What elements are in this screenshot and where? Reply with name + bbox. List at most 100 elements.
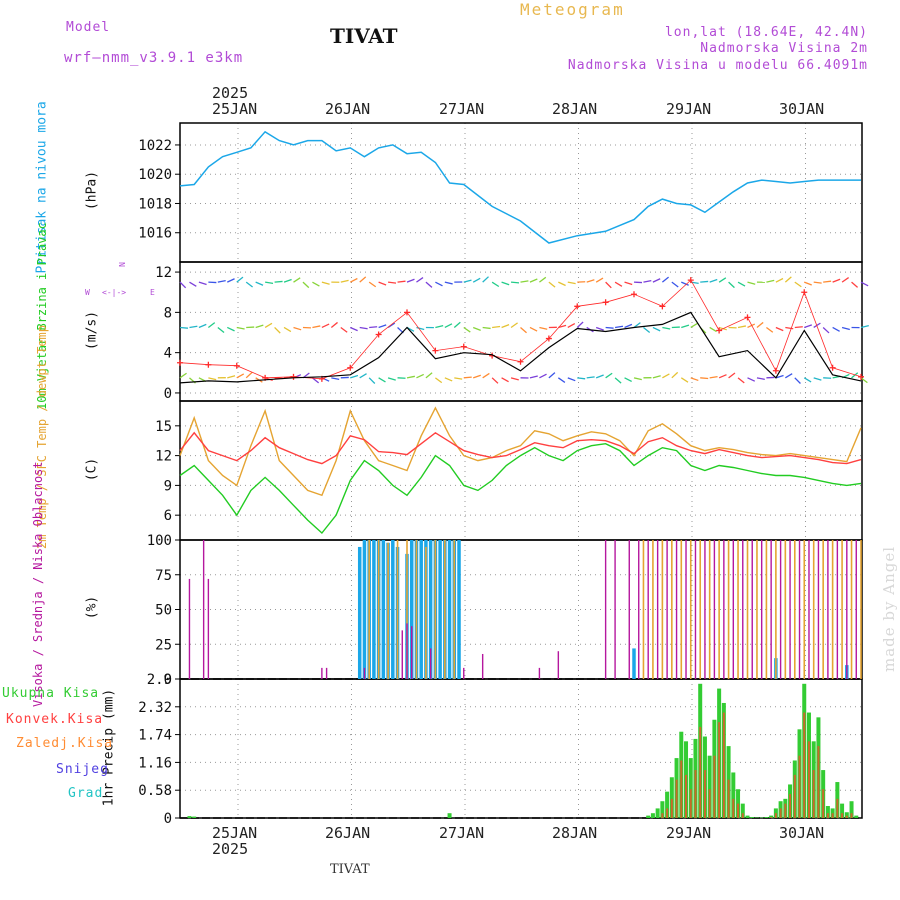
wind-barb — [331, 377, 340, 380]
y-tick-label: 75 — [155, 568, 172, 584]
precip-convective-bar — [694, 770, 697, 818]
wind-barb — [387, 377, 396, 381]
y-tick-label: 2.9 — [147, 672, 172, 688]
wind-barb — [388, 281, 397, 284]
wind-barb — [302, 281, 310, 289]
cloud-low-bar — [808, 540, 810, 679]
cloud-mid-bar — [822, 540, 824, 679]
wind-barb — [775, 326, 784, 332]
wind-barb — [643, 326, 651, 334]
gust-marker — [858, 373, 864, 380]
cloud-low-bar — [481, 653, 484, 679]
legend-snow: Snijeg — [56, 762, 109, 777]
footer-station: TIVAT — [330, 862, 370, 877]
precip-total-bar — [669, 777, 674, 818]
wind-barb — [227, 375, 236, 379]
wind-barb — [501, 281, 510, 286]
cloud-low-bar — [836, 540, 839, 679]
wind-barb — [179, 281, 187, 289]
y-tick-label: 50 — [155, 603, 172, 619]
precip-total-bar — [731, 772, 736, 818]
wind-barb — [756, 377, 765, 380]
precip-convective-bar — [703, 770, 706, 818]
y-tick-label: 1016 — [138, 226, 172, 242]
precip-convective-bar — [718, 722, 721, 818]
wind-barb — [633, 377, 642, 381]
wind-barb — [520, 280, 529, 283]
wind-barb — [756, 321, 764, 328]
cloud-low-bar — [325, 667, 328, 679]
wind-barb — [321, 281, 330, 285]
cloud-high-bar — [409, 540, 414, 679]
wind-barb — [217, 279, 226, 283]
cloud-low-bar — [202, 540, 205, 679]
wind-barb — [576, 321, 584, 328]
wind-barb — [737, 281, 746, 287]
cloud-mid-bar — [671, 540, 673, 679]
wind-barb — [614, 325, 624, 329]
cloud-low-bar — [638, 540, 640, 679]
cloud-low-bar — [401, 630, 403, 679]
wind-barb — [293, 326, 302, 331]
meteogram-label: Meteogram — [520, 0, 625, 19]
wind-barb — [567, 281, 576, 285]
wind-barb — [775, 374, 784, 379]
wind-barb — [416, 277, 424, 283]
wind-barb — [463, 376, 472, 379]
precip-total-bar — [825, 806, 830, 818]
wind-barb — [236, 373, 245, 379]
wind-barb — [784, 373, 793, 379]
wind-barb — [217, 326, 225, 334]
wind-barb — [662, 326, 671, 330]
cloud-mid-bar — [718, 540, 720, 679]
cloud-low-bar — [538, 667, 541, 679]
wind-barb — [595, 277, 604, 283]
wind-barb — [860, 281, 869, 287]
temp2m-line — [179, 431, 862, 465]
wind-barb — [671, 281, 679, 288]
panel-frame — [179, 122, 863, 263]
wind-barb — [330, 321, 338, 328]
precip-convective-bar — [793, 774, 796, 818]
cloud-low-bar — [463, 667, 465, 679]
sfc-temp-line — [179, 406, 862, 497]
wind-barb — [804, 324, 813, 329]
wind-barb — [605, 326, 614, 329]
precip-total-bar — [764, 817, 769, 818]
cloud-low-bar — [628, 540, 630, 679]
wind-barb — [775, 277, 784, 283]
cloud-mid-bar — [406, 540, 408, 679]
legend-hail: Grad — [68, 786, 104, 801]
wind-barb — [255, 324, 264, 329]
panel-frame — [179, 678, 863, 819]
wind-barb — [841, 277, 850, 283]
precip-total-bar — [745, 815, 750, 818]
wind-barb — [652, 278, 661, 283]
cloud-low-bar — [827, 540, 829, 679]
precip-convective-bar — [737, 803, 740, 818]
wind-barb — [179, 326, 189, 329]
precip-total-bar — [187, 816, 192, 818]
bottom-day-label: 26JAN — [325, 824, 371, 842]
wind-barb — [264, 322, 273, 329]
wind-barb — [179, 372, 187, 379]
wind-barb — [652, 326, 661, 332]
wind-barb — [472, 374, 481, 379]
wind-barb — [283, 326, 292, 333]
precip-convective-bar — [661, 813, 664, 818]
precip-convective-bar — [817, 746, 820, 818]
y-tick-label: 1018 — [138, 196, 172, 212]
wind-barb — [463, 279, 472, 283]
wind-barb — [510, 377, 519, 381]
cloud-high-bar — [447, 540, 452, 679]
y-tick-label: 2.32 — [138, 700, 172, 716]
wind-barb — [624, 323, 633, 329]
wind-barb — [529, 278, 538, 283]
cloud-low-bar — [604, 540, 607, 679]
wind-barb — [510, 322, 518, 329]
cloud-mid-bar — [699, 540, 702, 679]
cloud-mid-bar — [377, 540, 380, 679]
precip-total-bar — [646, 815, 651, 818]
precip-convective-bar — [845, 815, 848, 818]
wind-barb — [227, 326, 235, 332]
